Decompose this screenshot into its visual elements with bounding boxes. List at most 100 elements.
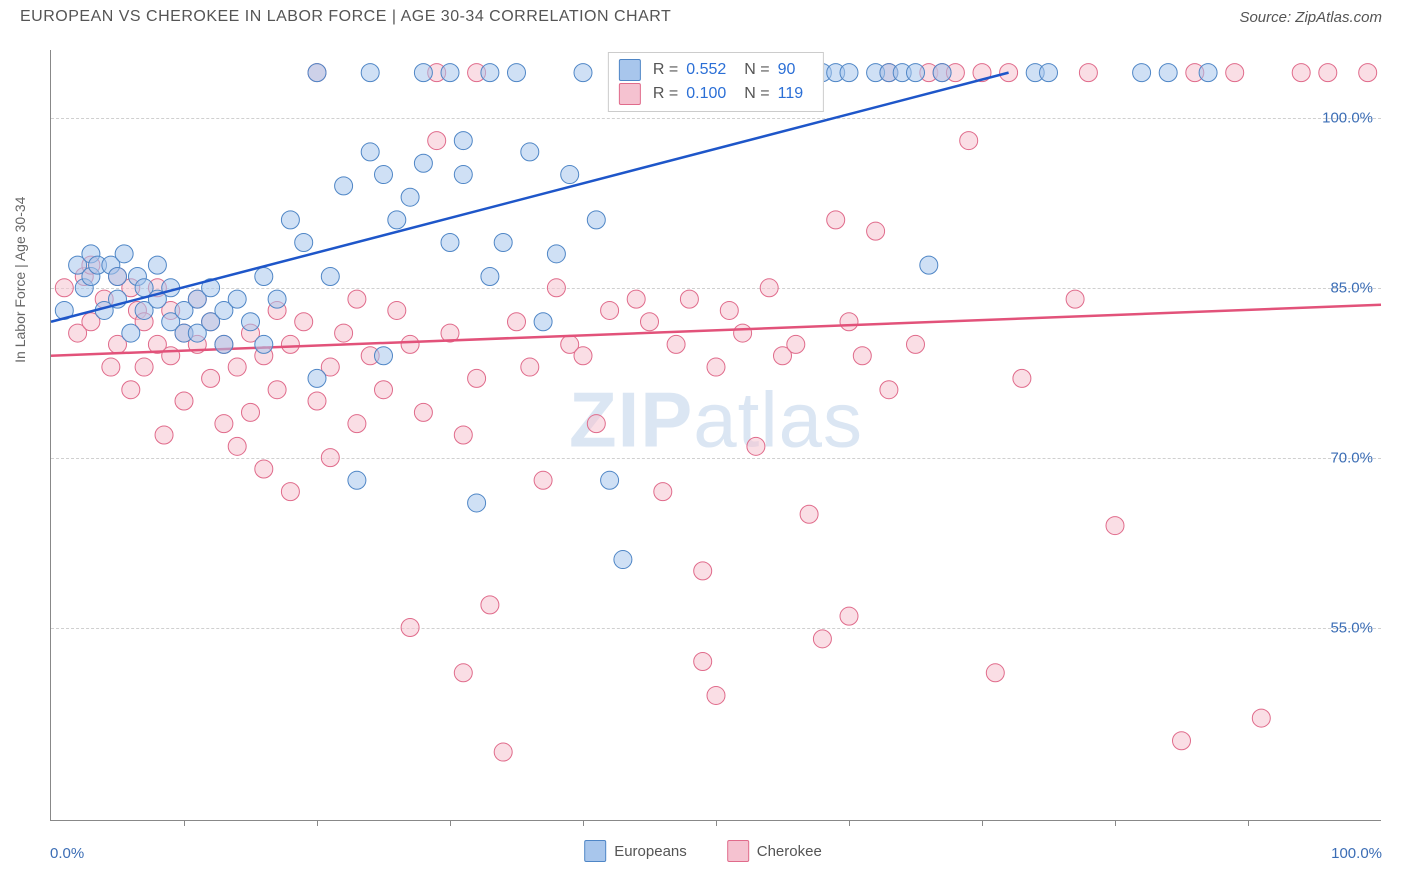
data-point xyxy=(521,143,539,161)
data-point xyxy=(920,256,938,274)
data-point xyxy=(135,358,153,376)
data-point xyxy=(281,483,299,501)
data-point xyxy=(534,471,552,489)
data-point xyxy=(468,369,486,387)
data-point xyxy=(102,358,120,376)
data-point xyxy=(148,256,166,274)
data-point xyxy=(162,347,180,365)
data-point xyxy=(1252,709,1270,727)
data-point xyxy=(707,686,725,704)
data-point xyxy=(215,415,233,433)
data-point xyxy=(547,279,565,297)
x-tick xyxy=(716,820,717,826)
stats-row: R =0.552N =90 xyxy=(619,59,813,81)
data-point xyxy=(827,211,845,229)
data-point xyxy=(414,64,432,82)
data-point xyxy=(747,437,765,455)
data-point xyxy=(348,471,366,489)
data-point xyxy=(694,652,712,670)
data-point xyxy=(481,267,499,285)
stats-legend-box: R =0.552N =90R =0.100N =119 xyxy=(608,52,824,112)
n-value: 90 xyxy=(778,61,796,79)
data-point xyxy=(907,335,925,353)
data-point xyxy=(1199,64,1217,82)
data-point xyxy=(295,313,313,331)
data-point xyxy=(574,347,592,365)
data-point xyxy=(853,347,871,365)
data-point xyxy=(1292,64,1310,82)
data-point xyxy=(155,426,173,444)
data-point xyxy=(348,415,366,433)
data-point xyxy=(561,166,579,184)
data-point xyxy=(335,177,353,195)
data-point xyxy=(1040,64,1058,82)
n-label: N = xyxy=(744,85,769,103)
data-point xyxy=(720,301,738,319)
data-point xyxy=(1066,290,1084,308)
legend-label: Europeans xyxy=(614,843,687,860)
data-point xyxy=(228,437,246,455)
data-point xyxy=(1000,64,1018,82)
data-point xyxy=(694,562,712,580)
data-point xyxy=(228,358,246,376)
data-point xyxy=(601,471,619,489)
x-axis-origin-label: 0.0% xyxy=(50,845,84,862)
data-point xyxy=(109,267,127,285)
data-point xyxy=(1359,64,1377,82)
data-point xyxy=(335,324,353,342)
y-axis-title: In Labor Force | Age 30-34 xyxy=(12,197,28,363)
n-value: 119 xyxy=(778,85,804,103)
data-point xyxy=(308,64,326,82)
r-value: 0.100 xyxy=(686,85,726,103)
data-point xyxy=(1013,369,1031,387)
plot-area: 100.0%85.0%70.0%55.0% ZIPatlas R =0.552N… xyxy=(50,50,1381,821)
data-point xyxy=(414,154,432,172)
data-point xyxy=(295,234,313,252)
data-point xyxy=(454,426,472,444)
data-point xyxy=(574,64,592,82)
legend-swatch xyxy=(619,59,641,81)
data-point xyxy=(880,381,898,399)
data-point xyxy=(481,596,499,614)
scatter-plot-svg xyxy=(51,50,1381,820)
data-point xyxy=(680,290,698,308)
data-point xyxy=(907,64,925,82)
data-point xyxy=(508,313,526,331)
series-legend: EuropeansCherokee xyxy=(584,840,822,862)
data-point xyxy=(441,64,459,82)
data-point xyxy=(228,290,246,308)
data-point xyxy=(867,222,885,240)
data-point xyxy=(707,358,725,376)
data-point xyxy=(494,743,512,761)
data-point xyxy=(734,324,752,342)
data-point xyxy=(242,403,260,421)
data-point xyxy=(361,64,379,82)
stats-row: R =0.100N =119 xyxy=(619,83,813,105)
data-point xyxy=(933,64,951,82)
data-point xyxy=(494,234,512,252)
data-point xyxy=(281,335,299,353)
data-point xyxy=(1079,64,1097,82)
legend-item: Europeans xyxy=(584,840,687,862)
data-point xyxy=(375,381,393,399)
data-point xyxy=(401,335,419,353)
data-point xyxy=(122,324,140,342)
data-point xyxy=(1159,64,1177,82)
data-point xyxy=(202,369,220,387)
data-point xyxy=(1319,64,1337,82)
data-point xyxy=(760,279,778,297)
legend-swatch xyxy=(584,840,606,862)
data-point xyxy=(587,211,605,229)
legend-swatch xyxy=(727,840,749,862)
data-point xyxy=(960,132,978,150)
data-point xyxy=(1106,517,1124,535)
data-point xyxy=(587,415,605,433)
data-point xyxy=(454,132,472,150)
data-point xyxy=(481,64,499,82)
data-point xyxy=(308,392,326,410)
x-tick xyxy=(184,820,185,826)
data-point xyxy=(508,64,526,82)
chart-title: EUROPEAN VS CHEROKEE IN LABOR FORCE | AG… xyxy=(20,8,671,26)
data-point xyxy=(840,64,858,82)
data-point xyxy=(641,313,659,331)
